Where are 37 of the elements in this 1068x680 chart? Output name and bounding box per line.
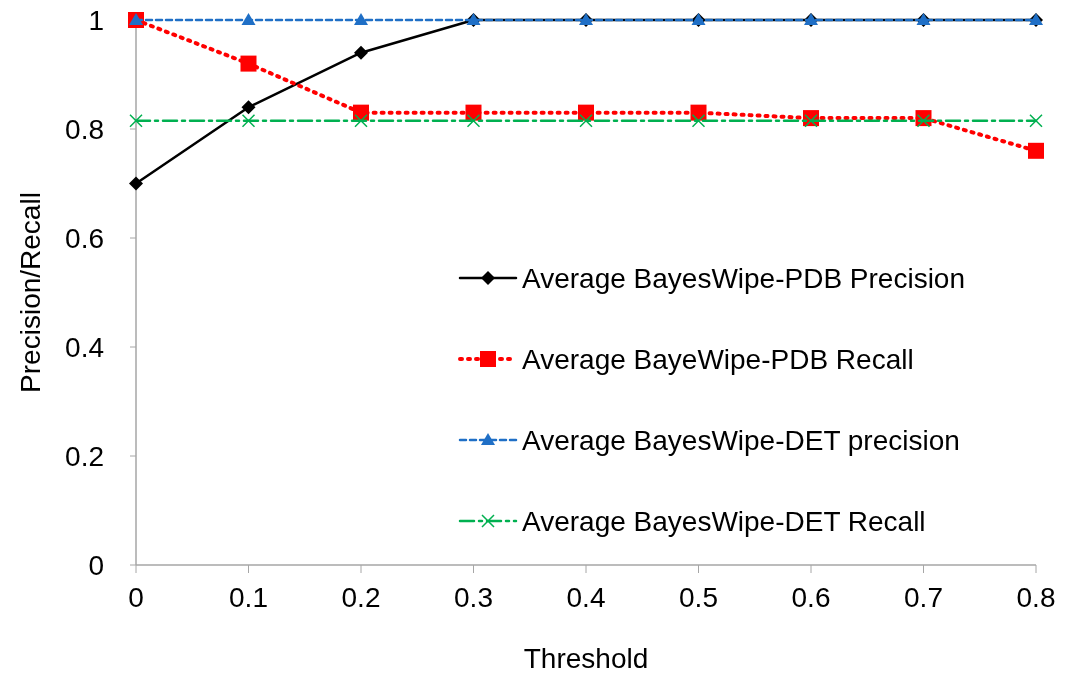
x-tick-label: 0.4 (566, 582, 606, 613)
legend-label: Average BayesWipe-DET Recall (522, 506, 926, 537)
x-tick-label: 0.2 (341, 582, 381, 613)
point (579, 114, 593, 128)
y-tick-label: 0.6 (65, 223, 104, 254)
point (1028, 142, 1044, 159)
point (466, 114, 481, 128)
y-tick-label: 0.8 (65, 114, 104, 145)
point (916, 114, 931, 128)
x-tick-label: 0 (128, 582, 144, 613)
point (241, 13, 256, 25)
y-tick-label: 0.4 (65, 332, 104, 363)
x-tick-label: 0.6 (791, 582, 831, 613)
point (241, 100, 256, 115)
point (129, 176, 143, 191)
point (691, 114, 706, 128)
y-tick-label: 0 (88, 550, 104, 581)
x-tick-label: 0.8 (1016, 582, 1056, 613)
point (241, 114, 256, 128)
point (129, 114, 143, 128)
x-tick-label: 0.3 (454, 582, 493, 613)
y-tick-label: 1 (88, 5, 104, 36)
point (240, 55, 257, 72)
point (1029, 114, 1043, 128)
point (354, 13, 368, 25)
x-tick-label: 0.1 (229, 582, 268, 613)
y-axis-title: Precision/Recall (15, 192, 46, 393)
point (354, 114, 368, 128)
legend-label: Average BayesWipe-PDB Precision (522, 263, 966, 294)
legend-label: Average BayesWipe-DET precision (522, 425, 960, 456)
x-axis-title: Threshold (523, 643, 649, 674)
point (804, 114, 818, 128)
legend-label: Average BayeWipe-PDB Recall (522, 344, 914, 375)
x-tick-label: 0.7 (904, 582, 943, 613)
point (354, 45, 368, 60)
y-tick-label: 0.2 (65, 441, 104, 472)
x-tick-label: 0.5 (679, 582, 718, 613)
